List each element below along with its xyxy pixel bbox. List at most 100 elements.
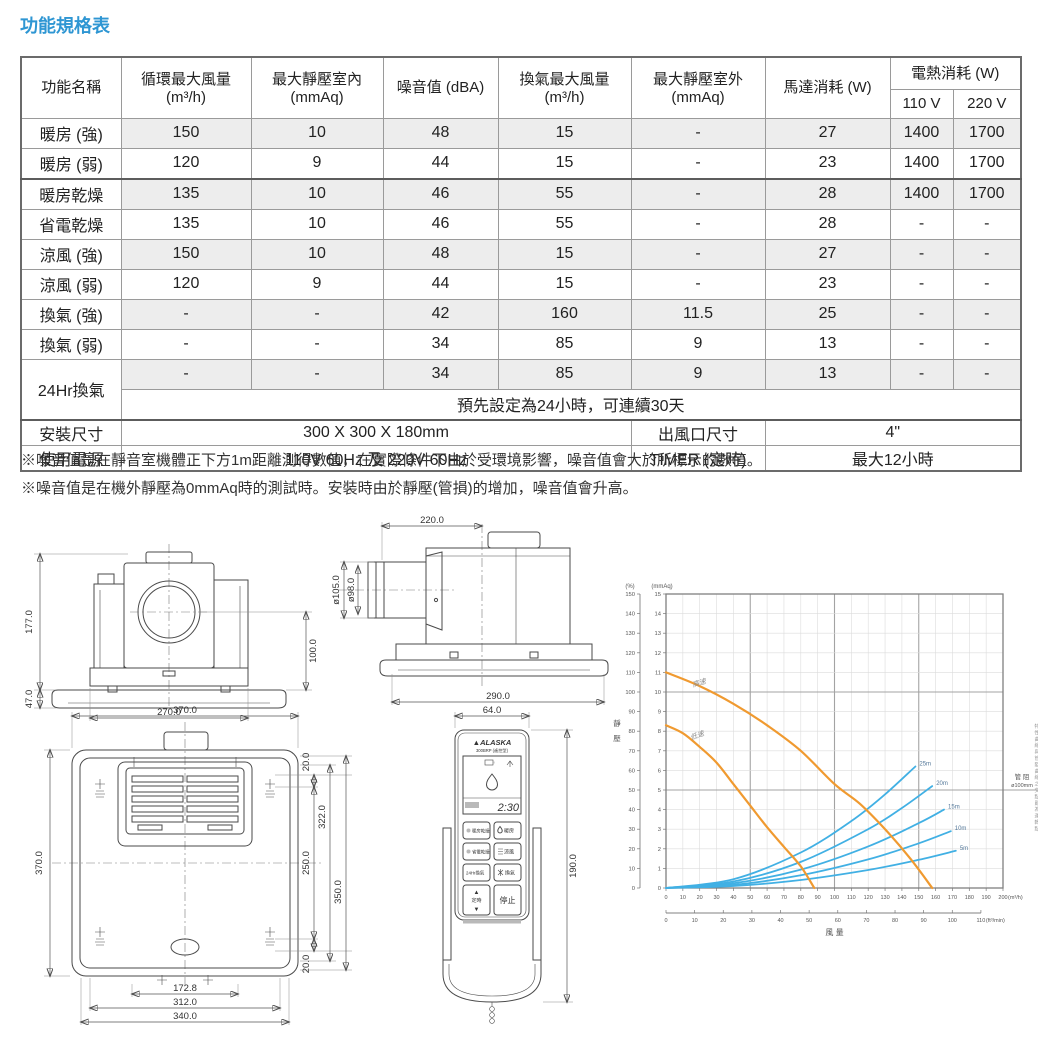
svg-text:3: 3 [658, 827, 661, 833]
col-header-110v: 110 V [889, 88, 954, 119]
svg-text:60: 60 [764, 895, 770, 901]
spec-cell: - [952, 238, 1022, 270]
svg-text:15: 15 [655, 592, 661, 598]
spec-cell: 使用電源 [20, 444, 122, 471]
col-header-function: 功能名稱 [20, 56, 122, 119]
spec-cell: 13 [764, 328, 891, 360]
side-view-drawing: 220.0 ø105.0 ø98.0 290.0 [331, 515, 609, 717]
button-24hr-vent[interactable] [462, 863, 491, 882]
spec-cell: 9 [630, 358, 766, 390]
side-note: 線 [1034, 742, 1038, 749]
spec-cell: 4" [764, 418, 1022, 446]
timer-up-arrow: ▲ [474, 890, 480, 896]
spec-cell: 涼風 (弱) [20, 268, 122, 300]
svg-text:180: 180 [965, 895, 974, 901]
dim-label-47: 47.0 [24, 690, 35, 709]
curve-label-15m: 15m [948, 805, 960, 811]
spec-cell: - [630, 208, 766, 240]
dim-label-290: 290.0 [486, 691, 510, 702]
svg-text:190: 190 [982, 895, 991, 901]
button-label: 省電乾燥 [472, 849, 490, 856]
col-header-circ-flow: 循環最大風量 (m³/h) [120, 56, 252, 119]
svg-text:2: 2 [658, 847, 661, 853]
spec-cell: 15 [497, 268, 632, 300]
fan-icon [497, 869, 504, 876]
spec-row: 涼風 (強) 150 10 48 15-27- - [20, 238, 1022, 270]
spec-cell: 換氣 (弱) [20, 328, 122, 360]
svg-text:40: 40 [629, 808, 635, 814]
dim-label-370-left: 370.0 [34, 851, 45, 875]
svg-text:170: 170 [948, 895, 957, 901]
spec-cell: 55 [497, 178, 632, 210]
vent-louvers [131, 775, 239, 831]
dim-label-370-top: 370.0 [173, 705, 197, 716]
svg-text:150: 150 [625, 592, 635, 598]
spec-cell: - [630, 117, 766, 149]
col-header-motor: 馬達消耗 (W) [764, 56, 891, 119]
remote-brand: ▲ALASKA [473, 738, 512, 747]
svg-text:5: 5 [658, 788, 661, 794]
svg-text:160: 160 [931, 895, 940, 901]
x-axis-title: 風 量 [825, 928, 843, 937]
spec-cell: - [630, 178, 766, 210]
svg-text:50: 50 [806, 918, 812, 924]
spec-cell: 23 [764, 147, 891, 180]
button-timer[interactable] [462, 884, 491, 916]
spec-cell: 省電乾燥 [20, 208, 122, 240]
duct-loss-label: 管 阻 [1015, 772, 1030, 781]
svg-text:130: 130 [880, 895, 889, 901]
svg-text:30: 30 [629, 827, 635, 833]
side-note: 運 [1034, 814, 1038, 820]
spec-cell: 120 [120, 147, 252, 180]
svg-text:80: 80 [892, 918, 898, 924]
hand-icon [466, 849, 471, 854]
side-note: 之 [1034, 781, 1038, 788]
button-heat[interactable] [493, 821, 522, 840]
spec-cell: 10 [250, 208, 384, 240]
curve-高速 [664, 671, 934, 890]
svg-text:90: 90 [921, 918, 927, 924]
spec-cell: - [250, 328, 384, 360]
button-heat-dry[interactable] [462, 821, 491, 840]
spec-cell: - [889, 328, 954, 360]
button-vent[interactable] [493, 863, 522, 882]
svg-text:110: 110 [977, 918, 986, 924]
button-stop[interactable] [493, 884, 522, 916]
spec-row: 換氣 (弱) - -34 85 9 13- - [20, 328, 1022, 360]
side-note: 特 [1034, 723, 1038, 730]
svg-text:40: 40 [777, 918, 783, 924]
spec-cell: 1400 [889, 147, 954, 180]
button-label: 換氣 [505, 870, 515, 877]
col-header-label: 功能名稱 [41, 79, 102, 97]
button-label: 暖房乾燥 [472, 828, 490, 835]
spec-row: 涼風 (弱) 120 9 44 15-23- - [20, 268, 1022, 300]
col-header-static-out: 最大靜壓室外 (mmAq) [630, 56, 766, 119]
spec-cell: 48 [382, 117, 499, 149]
spec-cell: 300 X 300 X 180mm [120, 418, 632, 446]
dim-label-177: 177.0 [24, 610, 35, 634]
y-axis-title: 壓 [613, 734, 621, 743]
curve-15m [665, 808, 945, 889]
svg-text:70: 70 [863, 918, 869, 924]
svg-text:12: 12 [655, 651, 661, 657]
svg-text:4: 4 [658, 808, 662, 814]
svg-text:110: 110 [626, 670, 635, 676]
spec-cell: - [889, 298, 954, 330]
spec-cell: 28 [764, 208, 891, 240]
flame-small-icon [497, 825, 503, 834]
button-cool[interactable] [493, 842, 522, 861]
spec-cell: 1700 [952, 178, 1022, 210]
spec-cell: 涼風 (強) [20, 238, 122, 270]
col-header-noise: 噪音值 (dBA) [382, 56, 499, 119]
spec-row: 省電乾燥 135 10 46 55-28- - [20, 208, 1022, 240]
footnote-2: ※噪音值是在機外靜壓為0mmAq時的測試時。安裝時由於靜壓(管損)的增加，噪音值… [21, 480, 638, 497]
pull-chain[interactable] [489, 1006, 495, 1024]
spec-cell: 28 [764, 178, 891, 210]
svg-text:20: 20 [629, 847, 635, 853]
svg-text:10: 10 [692, 918, 698, 924]
lcd-time: 2:30 [497, 802, 520, 814]
spec-cell: - [952, 298, 1022, 330]
button-eco-dry[interactable] [462, 842, 491, 861]
svg-text:50: 50 [747, 895, 753, 901]
side-note: 點 [1034, 793, 1038, 800]
